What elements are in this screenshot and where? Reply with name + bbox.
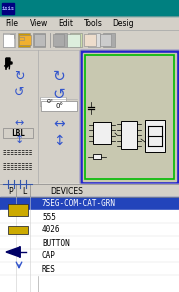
Text: 0°: 0°	[55, 103, 63, 109]
Bar	[0, 249, 179, 262]
Bar	[70, 33, 82, 47]
Text: LBL: LBL	[11, 128, 25, 138]
Bar	[0, 262, 179, 275]
Bar	[33, 33, 45, 47]
Bar	[53, 34, 64, 46]
Text: ↕: ↕	[14, 135, 24, 145]
Bar	[84, 34, 96, 46]
Bar	[8, 226, 28, 234]
Text: Desig: Desig	[112, 18, 134, 27]
Text: ↺: ↺	[53, 86, 65, 102]
Text: 0°: 0°	[47, 99, 54, 104]
Bar	[0, 236, 179, 249]
Bar	[40, 97, 66, 106]
Bar	[19, 35, 31, 45]
Bar	[3, 34, 14, 47]
Bar	[3, 128, 33, 138]
Bar	[145, 120, 165, 152]
Bar	[103, 33, 115, 47]
Text: P: P	[8, 187, 13, 196]
Text: DEVICES: DEVICES	[50, 187, 83, 196]
Text: CAP: CAP	[42, 251, 56, 260]
Text: File: File	[5, 18, 18, 27]
Bar	[0, 197, 179, 210]
Bar	[85, 55, 174, 179]
Text: ↕: ↕	[53, 134, 65, 148]
Bar	[3, 33, 15, 47]
Text: ↔: ↔	[53, 117, 65, 131]
Text: RES: RES	[42, 265, 56, 274]
Text: ↻: ↻	[53, 69, 65, 84]
Bar	[100, 34, 111, 46]
Polygon shape	[6, 58, 12, 68]
Bar	[55, 33, 67, 47]
Bar	[0, 184, 179, 292]
Bar	[83, 53, 176, 181]
Text: ↺: ↺	[14, 86, 24, 98]
Bar	[0, 30, 179, 50]
Text: ↔: ↔	[14, 118, 24, 128]
Bar	[0, 223, 179, 236]
Text: ↻: ↻	[14, 69, 24, 83]
Text: L: L	[22, 187, 26, 196]
Bar	[18, 33, 30, 47]
Bar	[41, 101, 77, 111]
Text: BUTTON: BUTTON	[42, 239, 70, 248]
Bar	[19, 37, 24, 40]
Bar	[0, 16, 179, 30]
Text: isis: isis	[1, 6, 14, 11]
Bar	[88, 33, 100, 47]
Bar	[0, 0, 179, 16]
Bar	[34, 34, 45, 46]
Bar	[93, 122, 111, 144]
Bar	[67, 34, 80, 47]
Bar	[0, 184, 179, 197]
Bar	[0, 50, 38, 184]
Bar	[2, 3, 14, 14]
Text: View: View	[30, 18, 48, 27]
Bar	[0, 210, 179, 223]
Bar	[80, 50, 179, 184]
Bar	[121, 121, 137, 149]
Polygon shape	[6, 247, 20, 257]
Bar	[8, 204, 28, 216]
Bar	[93, 154, 101, 159]
Bar	[38, 50, 80, 184]
Text: 7SEG-COM-CAT-GRN: 7SEG-COM-CAT-GRN	[42, 199, 116, 208]
Text: Edit: Edit	[58, 18, 73, 27]
Text: Tools: Tools	[84, 18, 103, 27]
Text: 4026: 4026	[42, 225, 61, 234]
Text: 555: 555	[42, 213, 56, 222]
